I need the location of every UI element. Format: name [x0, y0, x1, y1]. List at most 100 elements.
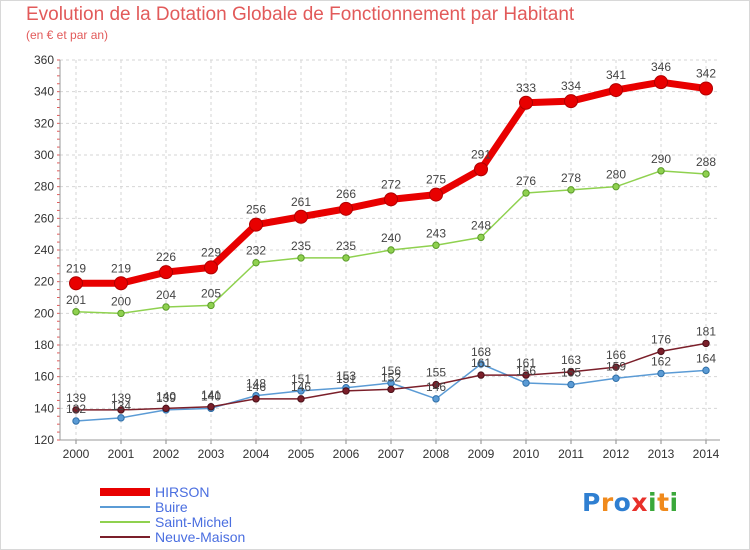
data-label-hirson: 291 [471, 147, 491, 161]
data-label-saint-michel: 243 [426, 226, 446, 240]
proxiti-logo: Proxiti [582, 488, 679, 517]
y-tick-label: 180 [34, 338, 54, 352]
data-label-saint-michel: 200 [111, 294, 131, 308]
data-label-saint-michel: 288 [696, 155, 716, 169]
axes: 120 140 160 180 200 220 240 260 280 300 320 340 360 2… [34, 53, 720, 461]
legend-label-hirson: HIRSON [155, 484, 210, 500]
data-label-saint-michel: 278 [561, 171, 581, 185]
data-label-hirson: 266 [336, 187, 356, 201]
data-label-buire: 156 [516, 364, 536, 378]
data-label-neuve-maison: 152 [381, 370, 401, 384]
legend-swatch-saint-michel [100, 521, 150, 523]
data-label-saint-michel: 235 [336, 239, 356, 253]
data-point-saint-michel [297, 254, 305, 262]
data-point-neuve-maison [252, 395, 260, 403]
y-tick-label: 160 [34, 370, 54, 384]
data-label-neuve-maison: 176 [651, 332, 671, 346]
data-point-neuve-maison [612, 363, 620, 371]
data-point-saint-michel [567, 186, 575, 194]
data-label-buire: 134 [111, 399, 131, 413]
data-point-neuve-maison [117, 406, 125, 414]
data-point-neuve-maison [342, 387, 350, 395]
x-tick-label: 2012 [603, 447, 630, 461]
data-label-neuve-maison: 161 [516, 356, 536, 370]
series-group [69, 75, 713, 425]
logo-letter: o [613, 488, 632, 517]
data-label-hirson: 272 [381, 177, 401, 191]
logo-letter: x [631, 488, 648, 517]
data-point-hirson [474, 162, 488, 177]
data-point-buire [477, 360, 485, 368]
logo-letter: r [600, 488, 614, 517]
data-label-saint-michel: 240 [381, 231, 401, 245]
data-label-neuve-maison: 163 [561, 353, 581, 367]
data-label-neuve-maison: 161 [471, 356, 491, 370]
data-point-hirson [69, 276, 83, 291]
data-point-hirson [159, 265, 173, 280]
data-label-neuve-maison: 146 [291, 380, 311, 394]
data-label-hirson: 342 [696, 67, 716, 81]
data-label-neuve-maison: 139 [111, 391, 131, 405]
legend-swatch-hirson [100, 488, 150, 496]
x-tick-label: 2000 [63, 447, 90, 461]
legend-label-saint-michel: Saint-Michel [155, 514, 233, 530]
data-point-neuve-maison [657, 347, 665, 356]
data-label-hirson: 334 [561, 79, 581, 93]
data-label-hirson: 261 [291, 195, 311, 209]
data-point-neuve-maison [297, 395, 305, 403]
data-label-buire: 162 [651, 355, 671, 369]
data-label-hirson: 275 [426, 173, 446, 187]
data-label-saint-michel: 204 [156, 288, 176, 302]
data-label-buire: 132 [66, 402, 86, 416]
data-label-hirson: 256 [246, 203, 266, 217]
data-label-buire: 159 [606, 359, 626, 373]
data-label-buire: 151 [291, 372, 311, 386]
data-label-saint-michel: 248 [471, 218, 491, 232]
data-label-buire: 168 [471, 345, 491, 359]
y-tick-label: 200 [34, 306, 54, 320]
data-point-hirson [654, 75, 668, 90]
logo-letter: t [657, 488, 670, 517]
data-point-buire [612, 374, 620, 382]
data-point-neuve-maison [207, 403, 215, 411]
data-point-buire [657, 369, 665, 378]
x-tick-label: 2002 [153, 447, 180, 461]
data-point-neuve-maison [432, 380, 440, 389]
data-point-neuve-maison [387, 385, 395, 394]
data-label-saint-michel: 276 [516, 174, 536, 188]
data-label-buire: 148 [246, 377, 266, 391]
data-label-buire: 164 [696, 351, 716, 365]
data-label-neuve-maison: 146 [246, 380, 266, 394]
data-point-hirson [699, 81, 713, 96]
data-label-saint-michel: 290 [651, 152, 671, 166]
x-tick-label: 2008 [423, 447, 450, 461]
data-point-hirson [429, 187, 443, 202]
data-point-saint-michel [252, 258, 260, 267]
logo-letter: i [648, 488, 658, 517]
x-tick-label: 2005 [288, 447, 315, 461]
data-label-neuve-maison: 151 [336, 372, 356, 386]
data-point-neuve-maison [162, 404, 170, 413]
data-label-saint-michel: 205 [201, 286, 221, 300]
data-label-buire: 140 [201, 389, 221, 403]
x-tick-label: 2009 [468, 447, 495, 461]
data-label-buire: 156 [381, 364, 401, 378]
data-point-saint-michel [117, 309, 125, 318]
x-tick-label: 2014 [693, 447, 720, 461]
data-point-saint-michel [72, 308, 80, 316]
data-point-hirson [249, 217, 263, 232]
x-tick-label: 2001 [108, 447, 135, 461]
data-point-saint-michel [387, 246, 395, 254]
data-point-hirson [204, 260, 218, 275]
data-point-neuve-maison [72, 406, 80, 414]
data-label-hirson: 226 [156, 250, 176, 264]
data-point-hirson [519, 95, 533, 110]
data-point-saint-michel [207, 301, 215, 310]
y-tick-label: 320 [34, 116, 54, 130]
y-tick-label: 260 [34, 211, 54, 225]
data-point-hirson [564, 94, 578, 109]
chart-title: Evolution de la Dotation Globale de Fonc… [26, 4, 575, 25]
data-point-hirson [339, 201, 353, 216]
data-point-buire [522, 379, 530, 387]
